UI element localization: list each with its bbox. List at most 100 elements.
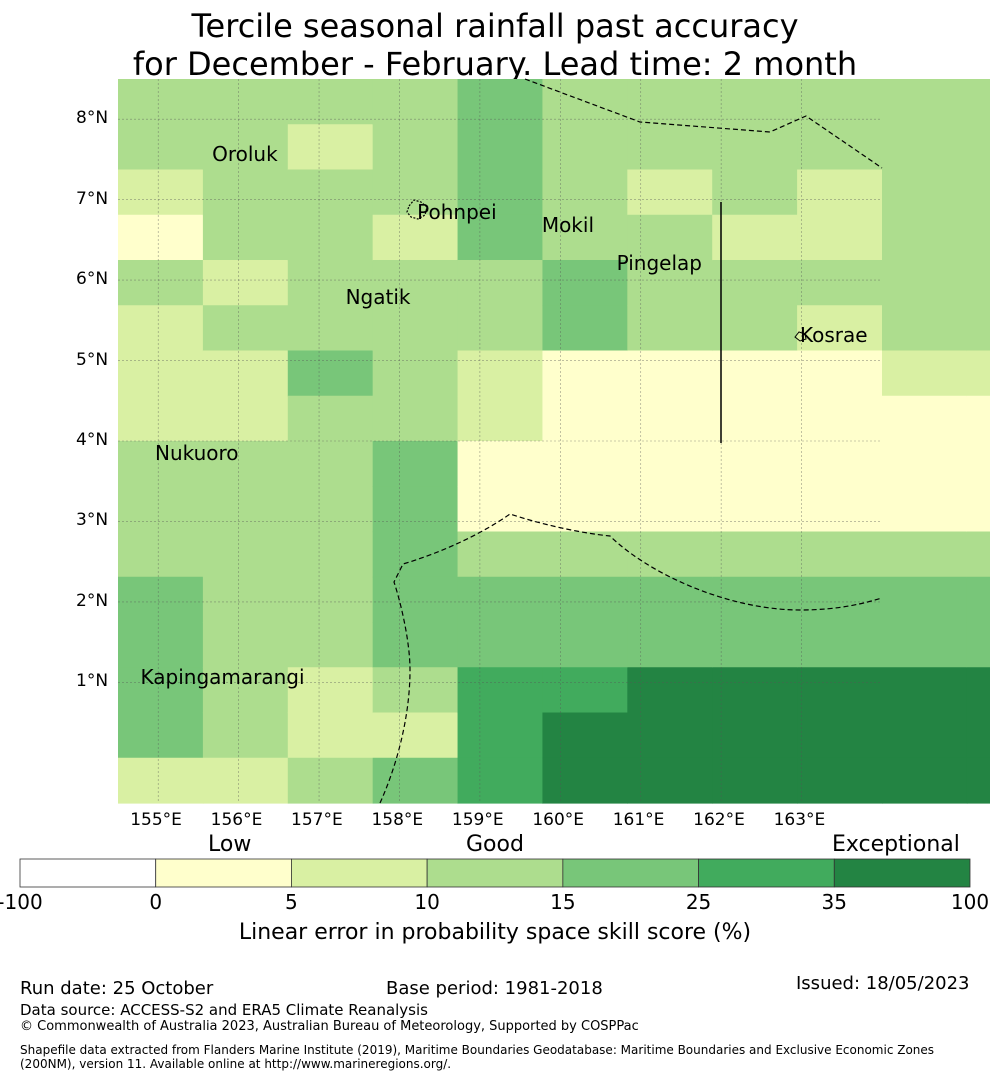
grid-cell (712, 214, 798, 261)
grid-cell (202, 124, 289, 171)
grid-cell (712, 79, 798, 125)
grid-cell (287, 576, 374, 623)
grid-cell (627, 169, 713, 216)
grid-cell (287, 712, 374, 759)
colorbar-tick-label: 10 (414, 890, 440, 914)
colorbar-tick-label: -100 (0, 890, 43, 914)
grid-cell (372, 79, 459, 125)
eez-boundaries (379, 78, 883, 804)
lat-tick-label: 7°N (76, 188, 109, 209)
place-label: Ngatik (345, 285, 411, 309)
grid-cell (542, 124, 628, 171)
grid-cell (118, 531, 204, 578)
grid-cell (457, 350, 544, 397)
lat-tick-label: 1°N (76, 671, 109, 692)
grid-cell (457, 395, 544, 442)
grid-cell (712, 531, 798, 578)
grid-cell (712, 576, 798, 623)
grid-cell (202, 350, 289, 397)
lon-tick-label: 160°E (532, 810, 585, 830)
grid-cell (372, 622, 459, 668)
lat-tick-label: 8°N (76, 108, 109, 129)
grid-cell (966, 622, 990, 668)
grid-cell (287, 667, 374, 714)
grid-cell (372, 169, 459, 216)
grid-cell (542, 169, 628, 216)
grid-cell (287, 260, 374, 306)
grid-cell (712, 169, 798, 216)
grid-cell (287, 395, 374, 442)
lon-tick-label: 162°E (693, 810, 745, 830)
grid-cell (457, 79, 544, 125)
grid-cell (882, 214, 968, 261)
place-label: Oroluk (212, 141, 278, 166)
grid-cell (202, 576, 289, 623)
grid-cell (287, 124, 374, 171)
grid-cell (542, 441, 628, 487)
grid-cell (966, 712, 990, 759)
grid-cell (118, 350, 204, 397)
copyright: © Commonwealth of Australia 2023, Austra… (20, 1019, 639, 1034)
grid-cell (712, 305, 798, 352)
grid-cell (202, 667, 289, 714)
grid-cell (712, 712, 798, 759)
grid-cell (712, 395, 798, 442)
colorbar-label: Linear error in probability space skill … (238, 920, 752, 945)
grid-cell (202, 260, 289, 306)
grid-cell (966, 531, 990, 578)
grid-cell (118, 79, 204, 125)
grid-cell (627, 576, 713, 623)
grid-cell (797, 576, 883, 623)
grid-cell (712, 667, 798, 714)
grid-cell (627, 350, 713, 397)
grid-cell (372, 531, 459, 578)
colorbar-swatch (562, 858, 699, 888)
shapefile-credit-2: (200NM), version 11. Available online at… (20, 1057, 452, 1071)
grid-cell (882, 576, 968, 623)
grid-cell (966, 667, 990, 714)
grid-cell (287, 531, 374, 578)
grid-cell (457, 712, 544, 759)
grid-cell (118, 441, 204, 487)
issued-date: Issued: 18/05/2023 (796, 973, 970, 994)
lat-tick-label: 3°N (76, 510, 109, 531)
grid-cell (118, 260, 204, 306)
colorbar-swatch (19, 858, 157, 888)
grid-cell (287, 622, 374, 668)
grid-cell (118, 667, 204, 714)
colorbar-tick-label: 5 (285, 890, 298, 914)
grid-cell (712, 350, 798, 397)
grid-cell (542, 576, 628, 623)
grid-cell (882, 260, 968, 306)
title-line-1: Tercile seasonal rainfall past accuracy (191, 7, 799, 45)
grid-cell (118, 712, 204, 759)
data-source: Data source: ACCESS-S2 and ERA5 Climate … (20, 1001, 428, 1019)
grid-cell (202, 757, 289, 804)
grid-cell (287, 757, 374, 804)
grid-cell (542, 260, 628, 306)
grid-cell (627, 395, 713, 442)
lon-tick-label: 156°E (210, 810, 263, 830)
grid-cell (882, 486, 968, 533)
grid-cell (202, 712, 289, 759)
grid-cell (372, 305, 459, 352)
place-label: Mokil (541, 213, 594, 238)
grid-cell (457, 441, 544, 487)
grid-cell (797, 757, 883, 804)
colorbar-tick-label: 35 (821, 890, 848, 914)
grid-cell (202, 486, 289, 533)
grid-cell (202, 214, 289, 261)
grid-cell (457, 622, 544, 668)
grid-cell (118, 169, 204, 216)
grid-cell (542, 395, 628, 442)
grid-cell (118, 576, 204, 623)
base-period: Base period: 1981-2018 (386, 978, 603, 999)
grid-cell (202, 395, 289, 442)
place-label: Kosrae (799, 322, 868, 347)
grid-cell (966, 214, 990, 261)
grid-cell (372, 395, 459, 442)
grid-cell (372, 350, 459, 397)
colorbar (19, 858, 971, 888)
grid-cell (118, 622, 204, 668)
grid-cell (882, 169, 968, 216)
